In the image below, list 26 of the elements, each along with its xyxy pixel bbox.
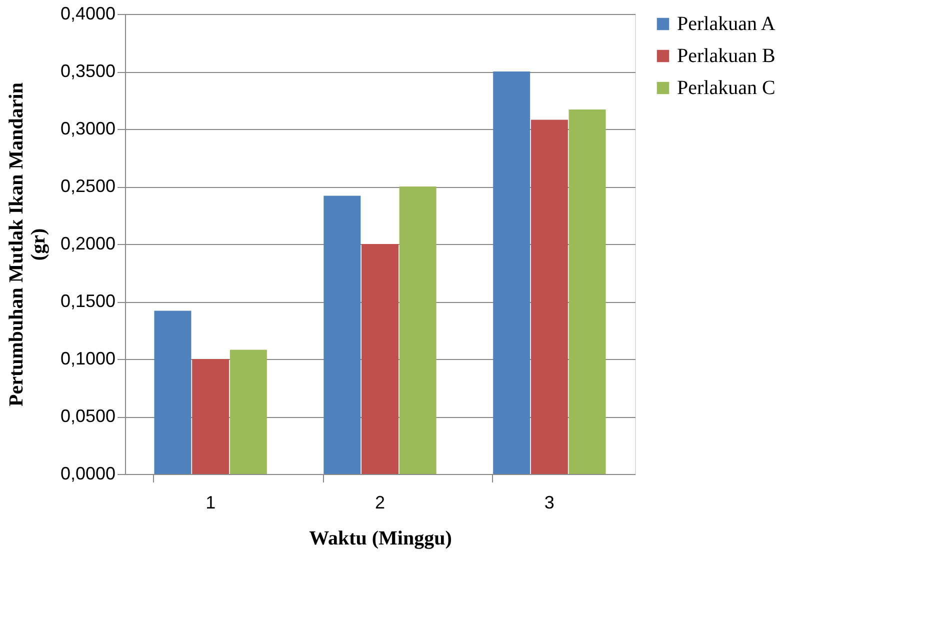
bar	[324, 196, 361, 474]
y-tick-label: 0,2000	[60, 234, 116, 254]
bar	[399, 186, 436, 474]
x-tick-label: 2	[374, 492, 386, 512]
bar	[192, 359, 230, 474]
x-tick-label: 3	[544, 492, 554, 512]
legend-label: Perlakuan B	[677, 45, 776, 67]
bar	[530, 120, 568, 474]
bar	[230, 350, 267, 474]
bar	[568, 109, 606, 474]
bar	[493, 72, 530, 474]
bar	[154, 310, 192, 474]
bar	[362, 244, 398, 474]
y-tick-label: 0,3500	[60, 61, 116, 81]
y-tick-label: 0,0000	[60, 464, 116, 484]
y-tick-label: 0,2500	[60, 176, 116, 196]
y-tick-label: 0,0500	[60, 406, 116, 426]
x-axis-title: Waktu (Minggu)	[309, 528, 452, 550]
x-tick-label: 1	[206, 492, 216, 512]
y-tick-label: 0,1500	[60, 291, 116, 311]
legend-label: Perlakuan C	[677, 77, 776, 99]
y-axis-title: Pertumbuhan Mutlak Ikan Mandarin (gr)	[5, 82, 50, 406]
y-tick-label: 0,1000	[60, 348, 116, 368]
y-tick-label: 0,3000	[60, 118, 116, 138]
legend-label: Perlakuan A	[677, 13, 776, 35]
y-tick-label: 0,4000	[60, 4, 116, 24]
